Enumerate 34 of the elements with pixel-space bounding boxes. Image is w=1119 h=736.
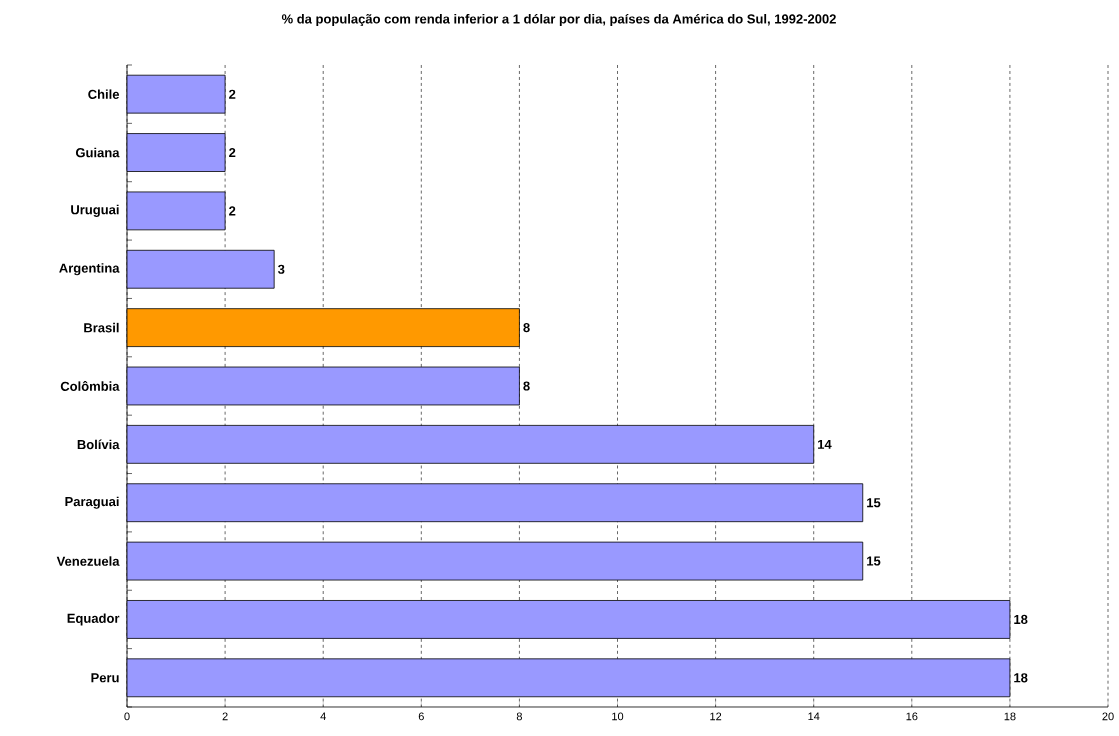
x-tick-label: 10 — [612, 712, 624, 721]
data-label: 2 — [229, 89, 236, 99]
y-tick-label: Uruguai — [71, 204, 119, 217]
x-tick-label: 2 — [222, 712, 228, 721]
y-tick-label: Argentina — [59, 263, 120, 276]
y-tick-label: Brasil — [84, 322, 119, 333]
y-tick-label: Guiana — [75, 147, 120, 158]
x-tick-label: 18 — [1004, 712, 1016, 721]
y-tick-label: Bolívia — [77, 439, 120, 450]
x-tick-label: 0 — [124, 712, 130, 721]
data-label: 3 — [277, 264, 285, 274]
data-label: 8 — [523, 323, 530, 333]
x-tick-label: 6 — [418, 712, 424, 721]
data-label: 2 — [229, 148, 236, 158]
x-tick-label: 8 — [516, 712, 522, 721]
x-tick-label: 16 — [906, 712, 918, 721]
data-label: 2 — [229, 206, 236, 216]
x-tick-label: 20 — [1102, 712, 1114, 721]
x-tick-label: 4 — [320, 712, 326, 721]
y-tick-label: Peru — [91, 673, 119, 683]
y-tick-label: Venezuela — [56, 556, 120, 566]
y-tick-label: Paraguai — [65, 496, 119, 509]
data-label: 15 — [867, 498, 881, 508]
y-tick-label: Equador — [67, 613, 120, 626]
data-label: 18 — [1014, 673, 1028, 683]
chart-title: % da população com renda inferior a 1 dólar por dia, países da América do Sul, 1992-2002 — [281, 13, 836, 27]
x-tick-label: 12 — [710, 712, 722, 721]
y-tick-label: Chile — [88, 89, 120, 99]
data-label: 14 — [818, 439, 832, 449]
data-label: 15 — [867, 556, 881, 566]
y-tick-label: Colômbia — [60, 381, 120, 391]
x-tick-label: 14 — [808, 712, 820, 721]
data-label: 18 — [1014, 614, 1028, 625]
data-label: 8 — [523, 381, 530, 391]
